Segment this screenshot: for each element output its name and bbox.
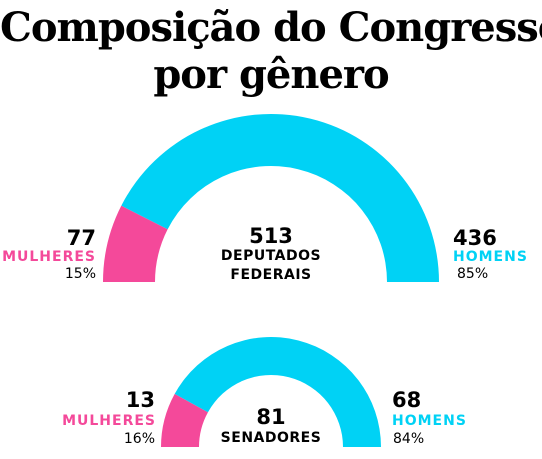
- senadores-women-count: 13: [125, 388, 155, 412]
- deputados-women-label: MULHERES: [2, 249, 96, 265]
- deputados-homens-arc: [121, 113, 439, 282]
- deputados-women-count: 77: [66, 226, 96, 250]
- senadores-men-count: 68: [392, 388, 422, 412]
- deputados-women-percent: 15%: [64, 266, 96, 282]
- senadores-mulheres-arc: [161, 393, 208, 447]
- senadores-men-label: HOMENS: [392, 413, 467, 429]
- senadores-men-percent: 84%: [393, 431, 425, 447]
- deputados-men-count: 436: [453, 226, 497, 250]
- deputados-total-label-1: DEPUTADOS: [220, 248, 322, 264]
- page-title-line-2: por gênero: [153, 51, 389, 98]
- senadores-women-label: MULHERES: [62, 413, 156, 429]
- senadores-total-label: SENADORES: [220, 430, 322, 446]
- senadores-homens-arc: [174, 337, 381, 447]
- deputados-total: 513: [249, 224, 293, 248]
- page-title-line-1: Composição do Congresso: [0, 4, 542, 51]
- senadores-total: 81: [256, 405, 286, 429]
- deputados-total-label-2: FEDERAIS: [230, 267, 312, 283]
- deputados-men-percent: 85%: [457, 266, 489, 282]
- senadores-women-percent: 16%: [123, 431, 155, 447]
- deputados-mulheres-arc: [103, 205, 168, 282]
- deputados-men-label: HOMENS: [453, 249, 528, 265]
